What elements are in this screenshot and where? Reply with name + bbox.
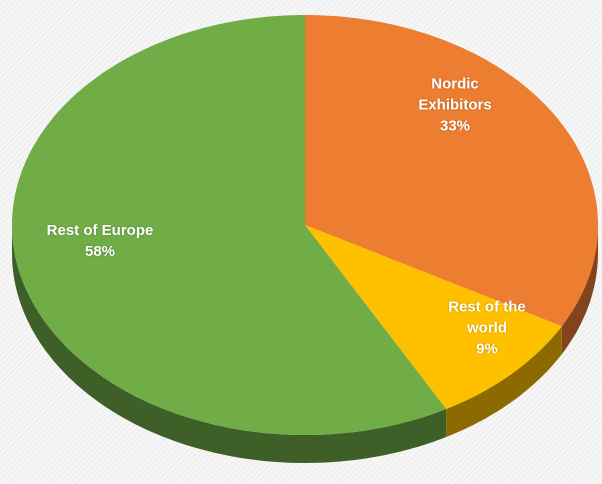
category-label: Rest of the world (448, 298, 526, 337)
slice (305, 15, 598, 327)
slice-side (12, 225, 447, 463)
slice-label: Rest of Europe 58% (15, 220, 185, 262)
value-label: 33% (439, 117, 471, 135)
category-label: Nordic Exhibitors (418, 75, 492, 114)
slice-side (561, 225, 598, 355)
slice-label: Rest of the world 9% (432, 297, 542, 360)
category-label: Rest of Europe (46, 222, 154, 239)
slice (305, 225, 562, 409)
value-label: 9% (476, 340, 498, 358)
slice-label: Nordic Exhibitors 33% (395, 74, 515, 137)
value-label: 58% (84, 243, 116, 260)
slice (12, 15, 447, 435)
slice-side (446, 326, 562, 437)
